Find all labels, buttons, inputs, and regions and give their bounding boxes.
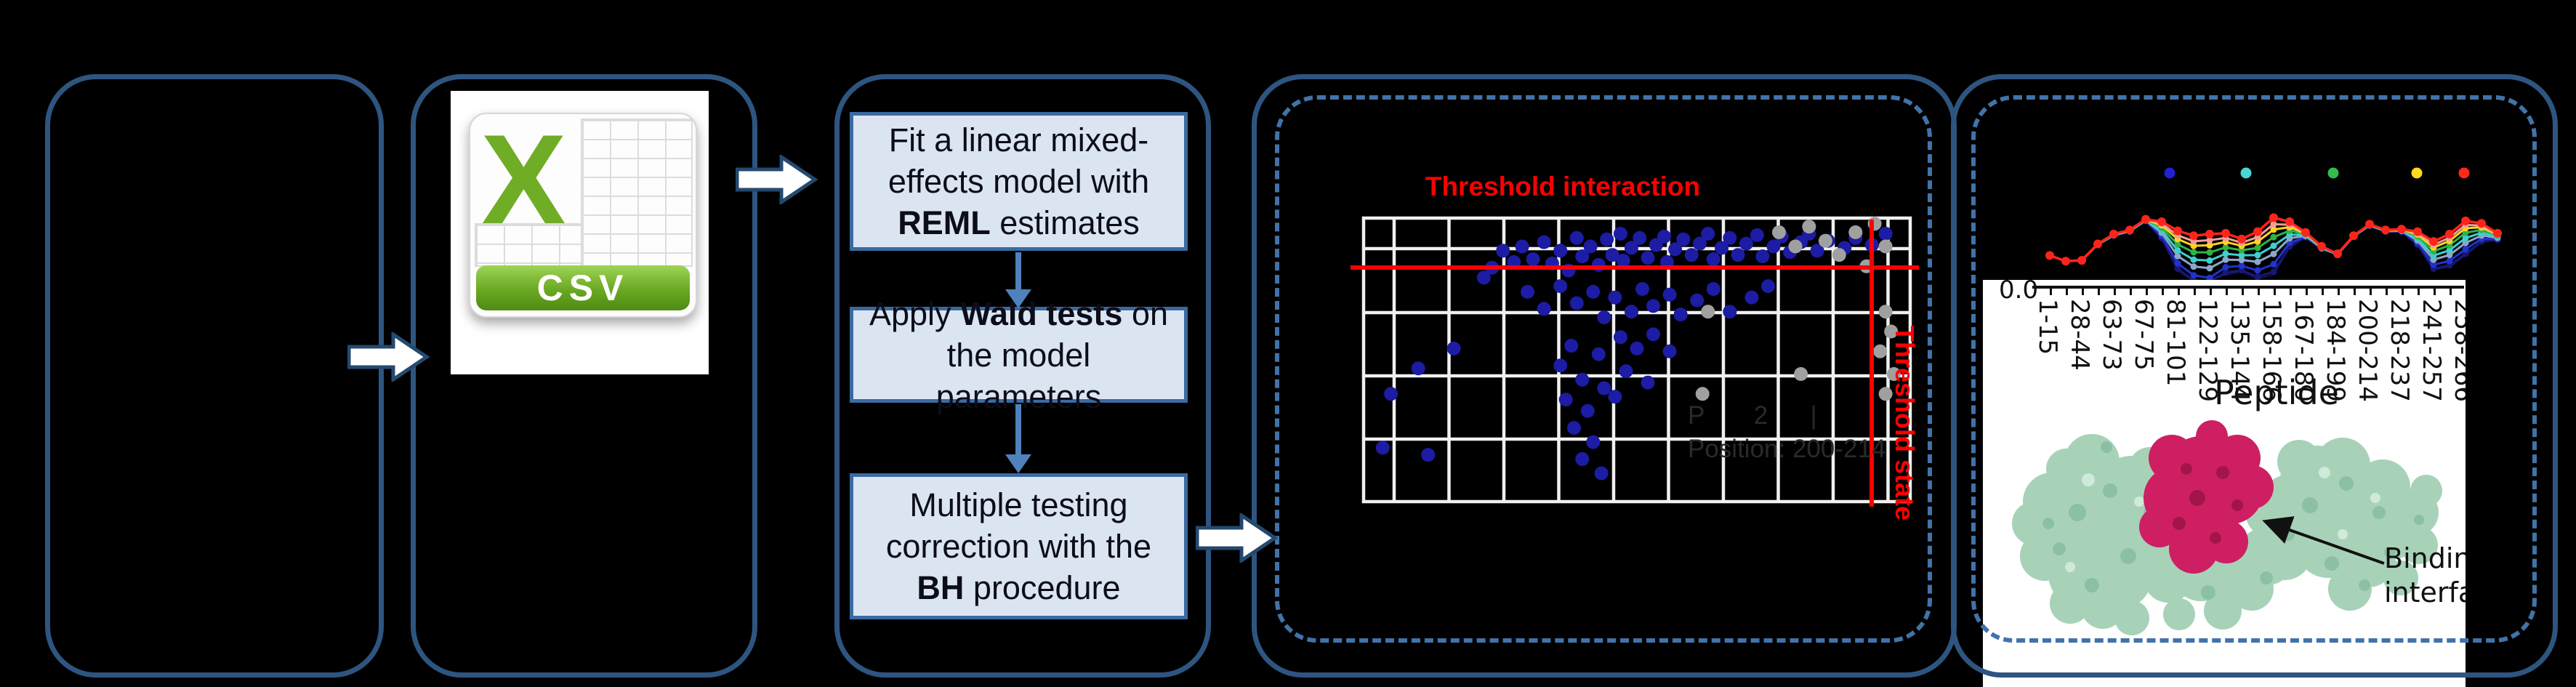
x-axis-tick (2162, 288, 2164, 295)
panel-csv-box (411, 74, 757, 678)
csv-file-icon: X CSV (451, 91, 709, 374)
protein-structure-image (2012, 420, 2442, 635)
panel-result-dashed-box (1971, 95, 2537, 643)
csv-card: X CSV (469, 113, 697, 318)
x-axis-tick (2130, 288, 2132, 295)
csv-banner: CSV (476, 265, 690, 310)
spreadsheet-grid (581, 118, 693, 267)
flow-arrow-1-icon (347, 332, 430, 382)
x-axis-tick (2258, 288, 2260, 295)
threshold-state-label: Threshold state (1890, 326, 1920, 521)
protein-surface-texture (2042, 441, 2424, 600)
box1-bold: REML (898, 204, 991, 241)
process-box-lmm: Fit a linear mixed-effects model with RE… (850, 112, 1188, 251)
scatter-plot (1351, 216, 1919, 507)
process-box-wald: Apply Wald tests on the model parameters (850, 295, 1188, 415)
protein-binding-texture (2173, 463, 2243, 544)
binding-label-line2: interface (2384, 576, 2466, 608)
protein-binding-peptide-region (2139, 420, 2274, 574)
binding-label-line1: Binding (2384, 542, 2466, 574)
spreadsheet-grid-small (475, 223, 584, 267)
x-axis-tick (2306, 288, 2308, 295)
x-axis-tick (2418, 288, 2420, 295)
box3-text: Multiple testing correction with the (885, 486, 1152, 565)
x-axis-tick (2082, 288, 2084, 295)
down-arrow-2-icon (1005, 404, 1031, 473)
faint-annotation-line2: Position: 200-214 (1688, 435, 1886, 463)
x-axis-tick (2226, 288, 2228, 295)
box1-text-post: estimates (990, 204, 1140, 241)
panel-statistics-box (834, 74, 1211, 678)
x-axis-tick (2386, 288, 2388, 295)
uptake-line-chart (2045, 167, 2502, 284)
x-axis-tick (2274, 288, 2276, 295)
box2-text: Apply (869, 294, 961, 332)
x-axis-tick (2114, 288, 2116, 295)
flow-arrow-2-icon (736, 155, 818, 204)
x-axis-tick (2450, 288, 2452, 295)
panel-input-box (45, 74, 384, 678)
x-axis-tick (2338, 288, 2340, 295)
x-axis-title: Peptide (2214, 373, 2339, 412)
panel-scatter-dashed-box (1275, 95, 1932, 643)
x-axis-tick (2354, 288, 2356, 295)
flow-arrow-3-icon (1196, 513, 1278, 563)
box2-bold: Wald tests (960, 294, 1123, 332)
y-axis-tick-label: 0.0 (1999, 280, 2039, 305)
binding-interface-arrow (2262, 516, 2385, 565)
protein-highlights (2065, 467, 2380, 572)
figure-white-background: 0.0 1-15 28-44 63-73 67-75 81-101 122-129 135-… (1983, 280, 2466, 687)
x-axis-tick (2290, 288, 2292, 295)
x-axis-tick (2098, 288, 2100, 295)
box3-bold: BH (917, 569, 965, 606)
x-axis-tick (2370, 288, 2372, 295)
x-axis-tick (2050, 288, 2052, 295)
faint-annotation-line1: P 2 | (1688, 401, 1817, 430)
x-axis-tick (2322, 288, 2324, 295)
x-axis-tick (2242, 288, 2244, 295)
x-axis-tick (2210, 288, 2212, 295)
x-axis-tick (2066, 288, 2068, 295)
x-axis-tick (2146, 288, 2148, 295)
box1-text: Fit a linear mixed-effects model with (887, 121, 1150, 200)
x-axis-line (2032, 286, 2464, 289)
x-axis-tick (2434, 288, 2436, 295)
process-box-bh: Multiple testing correction with the BH … (850, 473, 1188, 619)
x-axis-tick (2402, 288, 2404, 295)
x-axis-tick (2178, 288, 2180, 295)
down-arrow-1-icon (1005, 252, 1031, 308)
x-axis-tick (2194, 288, 2196, 295)
panel-result-box (1951, 74, 2558, 678)
box3-text-post: procedure (964, 569, 1121, 606)
threshold-interaction-label: Threshold interaction (1425, 172, 1701, 201)
binding-interface-label: Binding interface (2384, 542, 2466, 610)
